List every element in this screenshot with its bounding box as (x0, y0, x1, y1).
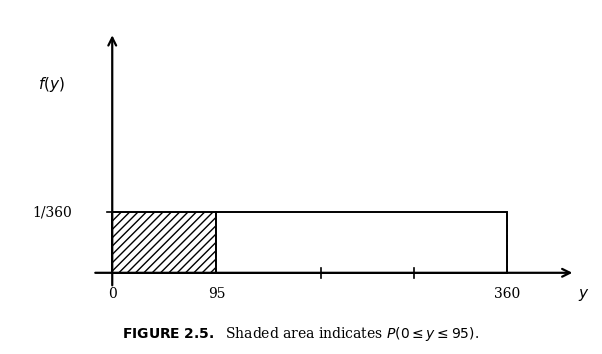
Bar (217, 212, 507, 273)
Text: $f(y)$: $f(y)$ (39, 75, 66, 93)
Text: $y$: $y$ (579, 287, 590, 303)
Bar (112, 212, 217, 273)
Text: 1/360: 1/360 (32, 205, 72, 219)
Text: 95: 95 (208, 287, 225, 301)
Text: $\mathbf{FIGURE\ 2.5.}$  Shaded area indicates $P(0 \leq y \leq 95)$.: $\mathbf{FIGURE\ 2.5.}$ Shaded area indi… (122, 325, 480, 343)
Text: 360: 360 (494, 287, 520, 301)
Text: 0: 0 (108, 287, 117, 301)
